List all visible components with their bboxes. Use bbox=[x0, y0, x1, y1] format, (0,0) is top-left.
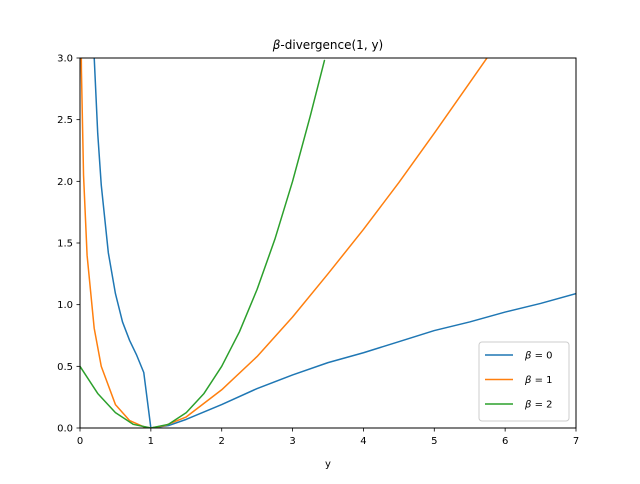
x-axis-label: y bbox=[325, 459, 331, 470]
x-tick-label: 5 bbox=[431, 436, 437, 447]
series-layer bbox=[80, 58, 576, 428]
y-tick-label: 3.0 bbox=[57, 54, 73, 65]
x-tick-label: 0 bbox=[77, 436, 83, 447]
x-tick-label: 1 bbox=[148, 436, 154, 447]
chart-title-symbol: β bbox=[272, 38, 281, 52]
legend-box bbox=[478, 341, 570, 422]
series-line-beta-0 bbox=[93, 58, 576, 428]
x-tick-label: 2 bbox=[219, 436, 225, 447]
legend: β = 0β = 1β = 2 bbox=[478, 341, 570, 422]
x-tick-label: 4 bbox=[360, 436, 366, 447]
y-tick-label: 1.5 bbox=[57, 239, 73, 250]
legend-label-beta-0: β = 0 bbox=[524, 351, 553, 362]
y-tick-label: 0.0 bbox=[57, 424, 73, 435]
legend-label-symbol: β bbox=[524, 400, 532, 411]
legend-label-suffix: = 1 bbox=[531, 375, 552, 386]
legend-label-symbol: β bbox=[524, 375, 532, 386]
x-axis-ticks: 0 1 2 3 4 5 6 7 bbox=[77, 428, 579, 447]
legend-label-beta-2: β = 2 bbox=[524, 400, 553, 411]
x-tick-label: 6 bbox=[502, 436, 508, 447]
series-line-beta-2 bbox=[80, 59, 326, 428]
chart-title-suffix: -divergence(1, y) bbox=[280, 38, 383, 52]
y-tick-label: 0.5 bbox=[57, 362, 73, 373]
x-tick-label: 7 bbox=[573, 436, 579, 447]
y-tick-label: 2.5 bbox=[57, 115, 73, 126]
legend-label-suffix: = 2 bbox=[531, 400, 552, 411]
y-tick-label: 2.0 bbox=[57, 177, 73, 188]
legend-label-symbol: β bbox=[524, 351, 532, 362]
legend-label-suffix: = 0 bbox=[531, 351, 552, 362]
y-tick-label: 1.0 bbox=[57, 300, 73, 311]
y-axis-ticks: 0.0 0.5 1.0 1.5 2.0 2.5 3.0 bbox=[57, 54, 80, 435]
chart-title: β-divergence(1, y) bbox=[272, 38, 383, 52]
legend-label-beta-1: β = 1 bbox=[524, 375, 553, 386]
series-line-beta-1 bbox=[80, 58, 488, 428]
x-tick-label: 3 bbox=[289, 436, 295, 447]
